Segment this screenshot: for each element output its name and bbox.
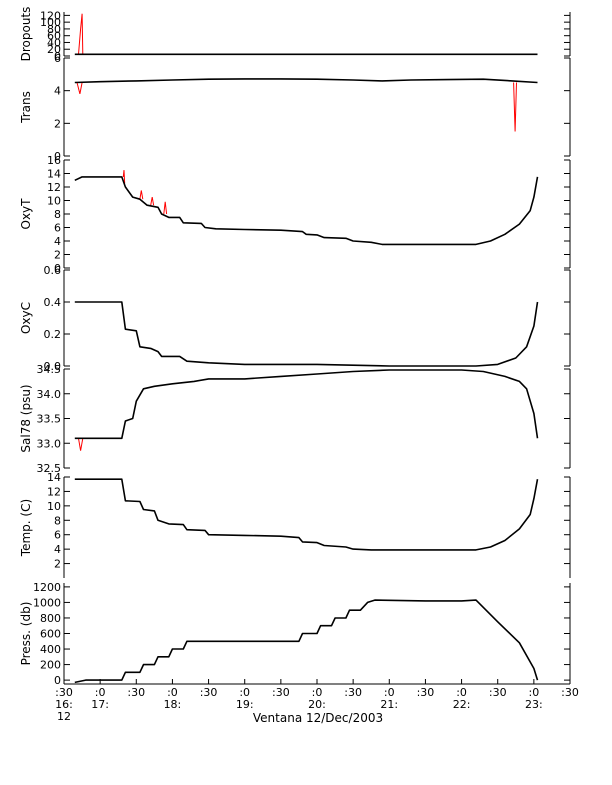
spike-dropouts-0	[78, 13, 84, 55]
y-tick-label: 10	[47, 195, 61, 208]
spike-sal78-0	[78, 438, 84, 451]
x-tick-label: :0	[312, 686, 323, 699]
y-tick-label: 12	[47, 485, 61, 498]
y-tick-label: 34.0	[37, 388, 62, 401]
y-tick-label: 400	[40, 643, 61, 656]
y-tick-label: 60	[47, 30, 61, 43]
y-tick-label: 2	[54, 249, 61, 262]
y-tick-label: 14	[47, 168, 61, 181]
y-tick-label: 8	[54, 514, 61, 527]
spike-oxyt-2	[150, 197, 155, 206]
x-tick-label: :30	[272, 686, 290, 699]
series-line-oxyt	[74, 176, 539, 246]
panel-oxyc: 0.0 0.2 0.4 0.6 OxyC	[19, 264, 571, 373]
y-tick-label: 0	[54, 50, 61, 63]
y-tick-label: 10	[47, 500, 61, 513]
y-axis-label-trans: Trans	[19, 91, 33, 124]
series-line-oxyc	[74, 301, 539, 367]
x-tick-label: :0	[95, 686, 106, 699]
y-tick-label: 120	[40, 9, 61, 22]
spike-oxyt-1	[139, 190, 144, 200]
series-line-press	[74, 599, 539, 684]
y-axis-label-oxyt: OxyT	[19, 198, 33, 230]
y-tick-label: 2	[54, 117, 61, 130]
y-tick-label: 34.5	[37, 363, 62, 376]
x-tick-label: :0	[167, 686, 178, 699]
x-tick-label: 16:	[55, 698, 73, 711]
y-axis-label-temp: Temp. (C)	[19, 499, 33, 557]
y-tick-label: 16	[47, 154, 61, 167]
y-axis-label-oxyc: OxyC	[19, 302, 33, 334]
y-tick-label: 0	[54, 262, 61, 275]
x-tick-label: :30	[489, 686, 507, 699]
y-tick-label: 8	[54, 208, 61, 221]
x-tick-label: :0	[456, 686, 467, 699]
series-line-trans	[74, 78, 538, 84]
y-tick-label: 6	[54, 529, 61, 542]
x-tick-label: :30	[417, 686, 435, 699]
x-tick-label: :0	[239, 686, 250, 699]
panel-sal78: 32.5 33.0 33.5 34.0 34.5 Sal78 (psu)	[19, 363, 571, 475]
x-tick-label: 18:	[164, 698, 182, 711]
y-axis-label-press: Press. (db)	[19, 602, 33, 666]
y-tick-label: 12	[47, 181, 61, 194]
y-tick-label: 1200	[33, 581, 61, 594]
y-tick-label: 100	[40, 16, 61, 29]
series-line-sal78	[74, 369, 539, 440]
y-axis-label-dropouts: Dropouts	[19, 7, 33, 62]
x-tick-label: :30	[200, 686, 218, 699]
y-tick-label: 6	[54, 52, 61, 65]
y-tick-label: 4	[54, 543, 61, 556]
y-tick-label: 33.5	[37, 413, 62, 426]
y-tick-label: 80	[47, 23, 61, 36]
y-tick-label: 6	[54, 222, 61, 235]
y-tick-label: 0.4	[44, 296, 62, 309]
x-tick-label: :0	[384, 686, 395, 699]
x-tick-label: 21:	[380, 698, 398, 711]
x-tick-label: 17:	[91, 698, 109, 711]
spike-oxyt-0	[122, 170, 126, 184]
panel-trans: 0 2 4 6 Trans	[19, 52, 571, 163]
y-tick-label: 1000	[33, 596, 61, 609]
y-tick-label: 0	[54, 674, 61, 687]
x-tick-label: 20:	[308, 698, 326, 711]
x-tick-label: 19:	[236, 698, 254, 711]
x-tick-label: :30	[127, 686, 145, 699]
y-tick-label: 0.0	[44, 360, 62, 373]
y-tick-label: 200	[40, 659, 61, 672]
y-tick-label: 0	[54, 150, 61, 163]
y-tick-label: 600	[40, 628, 61, 641]
x-tick-label: :0	[528, 686, 539, 699]
x-axis-label: Ventana 12/Dec/2003	[253, 711, 383, 725]
spike-trans-1	[513, 82, 517, 132]
y-tick-label: 0.2	[44, 328, 62, 341]
y-tick-label: 40	[47, 36, 61, 49]
x-axis: :3016:12:017::30:018::30:019::30:020::30…	[55, 679, 579, 723]
spike-trans-0	[76, 82, 83, 95]
x-tick-label: 22:	[453, 698, 471, 711]
y-tick-label: 4	[54, 85, 61, 98]
x-tick-label: :30	[561, 686, 579, 699]
y-tick-label: 32.5	[37, 462, 62, 475]
y-tick-label: 0.6	[44, 264, 62, 277]
x-tick-label: 23:	[525, 698, 543, 711]
x-tick-label: :30	[344, 686, 362, 699]
y-tick-label: 33.0	[37, 437, 62, 450]
y-tick-label: 14	[47, 471, 61, 484]
x-tick-label: 12	[57, 710, 71, 723]
series-line-temp	[74, 478, 539, 551]
y-tick-label: 2	[54, 558, 61, 571]
y-tick-label: 800	[40, 612, 61, 625]
y-axis-label-sal78: Sal78 (psu)	[19, 384, 33, 452]
y-tick-label: 20	[47, 43, 61, 56]
y-tick-label: 4	[54, 235, 61, 248]
x-tick-label: :30	[55, 686, 73, 699]
spike-oxyt-3	[163, 201, 168, 215]
